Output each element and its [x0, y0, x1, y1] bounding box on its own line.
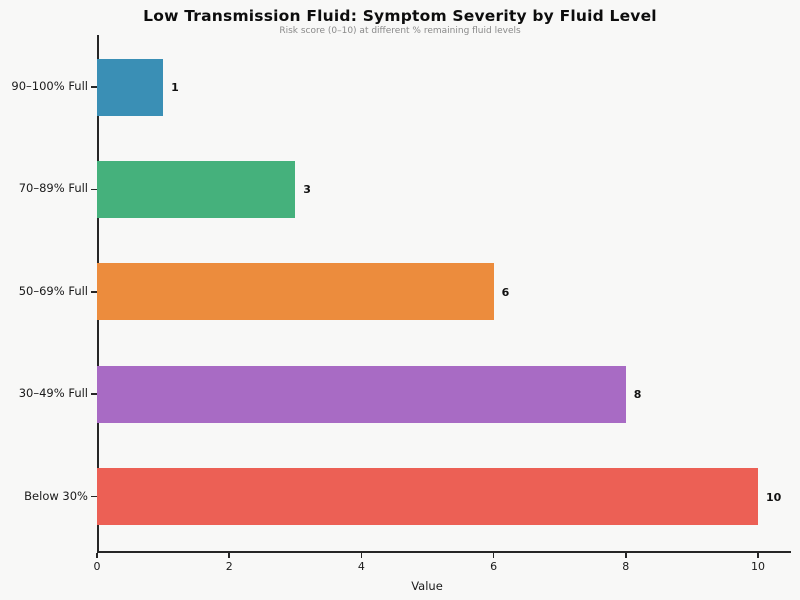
y-tick-label: 50–69% Full — [18, 283, 88, 298]
y-tick-mark — [91, 188, 97, 191]
x-tick-mark — [360, 553, 363, 558]
x-tick-label: 4 — [357, 560, 365, 573]
chart-subtitle: Risk score (0–10) at different % remaini… — [279, 26, 521, 36]
bar — [97, 468, 758, 525]
y-tick-label: 70–89% Full — [18, 181, 88, 196]
bar-value-label: 6 — [501, 285, 510, 299]
x-tick-label: 10 — [751, 560, 765, 573]
y-tick-label: Below 30% — [24, 488, 88, 503]
bar — [97, 160, 296, 218]
y-tick-label: 30–49% Full — [18, 386, 88, 401]
x-tick-mark — [625, 553, 627, 558]
x-tick-mark — [96, 553, 98, 558]
x-tick-label: 0 — [93, 560, 101, 573]
y-tick-mark — [91, 86, 97, 88]
x-tick-label: 6 — [490, 560, 498, 573]
y-tick-label: 90–100% Full — [11, 79, 88, 93]
x-tick-mark — [492, 553, 495, 558]
x-tick-mark — [228, 553, 230, 558]
x-axis-title: Value — [411, 579, 443, 593]
y-tick-mark — [91, 393, 97, 395]
y-tick-mark — [91, 495, 97, 498]
bar — [97, 365, 626, 423]
bar-value-label: 8 — [633, 388, 642, 402]
bar — [97, 58, 164, 116]
y-tick-mark — [91, 291, 97, 293]
bar-value-label: 10 — [766, 490, 782, 504]
bar — [97, 263, 494, 321]
chart-title: Low Transmission Fluid: Symptom Severity… — [143, 7, 657, 25]
bar-value-label: 3 — [303, 183, 311, 197]
bar-value-label: 1 — [171, 81, 179, 94]
x-tick-label: 2 — [225, 560, 233, 573]
x-tick-label: 8 — [622, 560, 630, 573]
x-tick-mark — [757, 553, 759, 558]
